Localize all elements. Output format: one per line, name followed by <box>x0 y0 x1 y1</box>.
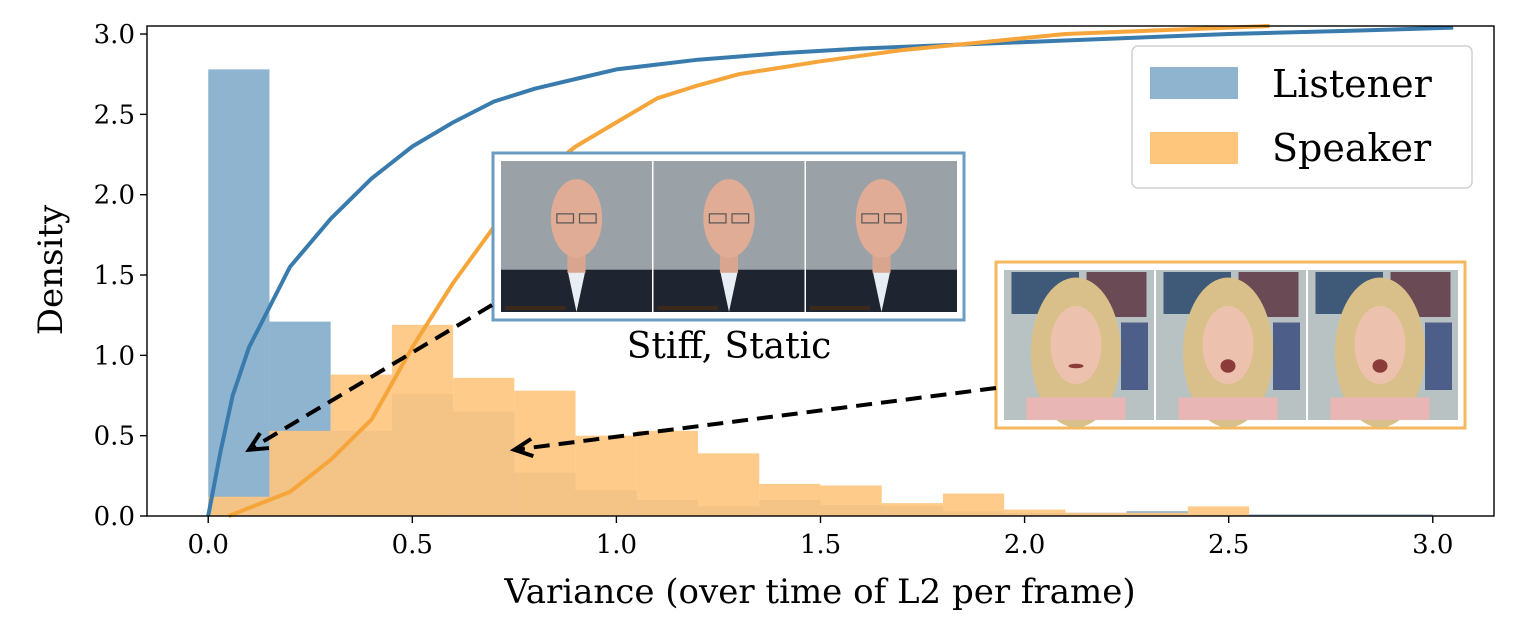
speaker-thumbnail <box>994 260 1467 430</box>
mouth <box>1068 363 1084 369</box>
legend-swatch-listener <box>1150 67 1238 99</box>
speaker-bar <box>391 324 454 516</box>
speaker-cdf-line <box>227 24 1270 518</box>
speaker-bar <box>1004 509 1066 516</box>
y-tick-label: 3.0 <box>94 20 135 50</box>
speaker-bar <box>881 503 943 516</box>
shirt <box>567 269 586 312</box>
cdf-lines <box>206 24 1454 518</box>
x-axis-label: Variance (over time of L2 per frame) <box>503 572 1135 612</box>
y-tick-label: 0.0 <box>94 502 135 532</box>
poster <box>1121 322 1148 390</box>
legend-swatch-speaker <box>1150 132 1238 164</box>
listener-bar <box>208 69 270 517</box>
speaker-bar <box>208 496 270 516</box>
legend: Listener Speaker <box>1131 45 1473 189</box>
listener-bar <box>1310 514 1372 516</box>
x-tick-label: 2.0 <box>1004 530 1045 560</box>
y-tick-label: 1.0 <box>94 341 135 371</box>
x-tick-label: 3.0 <box>1412 530 1453 560</box>
legend-label-speaker: Speaker <box>1272 126 1432 170</box>
annotation-arrow-line <box>248 303 494 452</box>
face <box>550 179 603 258</box>
face <box>1354 306 1406 384</box>
glasses-right <box>578 213 597 224</box>
listener-cdf-line <box>206 25 1454 517</box>
y-tick-label: 0.5 <box>94 422 135 452</box>
top <box>1026 397 1126 420</box>
y-tick-label: 2.5 <box>94 100 135 130</box>
blonde-woman-talking-thumbnail-icon <box>1004 270 1458 428</box>
bald-man-with-glasses-thumbnail-icon <box>501 161 957 312</box>
x-tick-label: 0.5 <box>392 530 433 560</box>
shirt <box>719 269 739 312</box>
poster <box>1425 322 1452 390</box>
glasses-right <box>883 213 902 224</box>
top <box>1330 397 1430 420</box>
face <box>1050 306 1102 384</box>
face <box>855 179 908 258</box>
x-axis-ticks: 0.0 0.5 1.0 1.5 2.0 2.5 3.0 <box>188 516 1453 560</box>
lower-third-bar <box>810 306 871 310</box>
y-axis-ticks: 0.0 0.5 1.0 1.5 2.0 2.5 3.0 <box>94 20 147 532</box>
speaker-bar <box>942 493 1005 516</box>
listener-caption: Stiff, Static <box>627 326 832 367</box>
lower-third-bar <box>657 306 718 310</box>
speaker-bar <box>575 435 637 516</box>
x-tick-label: 2.5 <box>1208 530 1249 560</box>
lower-third-bar <box>505 306 566 310</box>
y-tick-label: 2.0 <box>94 181 135 211</box>
x-tick-label: 0.0 <box>188 530 229 560</box>
listener-thumbnail <box>491 151 966 322</box>
mouth <box>1220 359 1236 373</box>
shirt <box>872 269 891 312</box>
mouth <box>1372 359 1388 373</box>
annotation-arrows <box>245 303 997 459</box>
x-tick-label: 1.0 <box>596 530 637 560</box>
annotation-arrow-head <box>509 437 534 459</box>
x-tick-label: 1.5 <box>800 530 841 560</box>
speaker-bar <box>759 483 821 516</box>
glasses-left <box>861 213 880 224</box>
face <box>1202 306 1254 384</box>
speaker-bar <box>698 453 760 516</box>
speaker-bar <box>636 430 699 516</box>
listener-bar <box>1371 514 1433 516</box>
speaker-bar <box>1187 506 1250 516</box>
legend-label-listener: Listener <box>1272 62 1433 106</box>
top <box>1178 397 1278 420</box>
glasses-right <box>731 213 750 224</box>
speaker-bar <box>1126 512 1188 516</box>
glasses-left <box>556 213 575 224</box>
annotation-arrow-line <box>514 386 997 452</box>
glasses-left <box>708 213 727 224</box>
face <box>703 179 755 258</box>
speaker-bar <box>820 485 882 516</box>
annotation-arrow-head <box>245 432 270 453</box>
speaker-bar <box>1065 512 1127 516</box>
y-axis-label: Density <box>31 204 71 335</box>
poster <box>1273 322 1300 390</box>
speaker-bar <box>453 377 515 516</box>
listener-bar <box>1249 514 1311 516</box>
speaker-bar <box>269 430 331 516</box>
y-tick-label: 1.5 <box>94 261 135 291</box>
